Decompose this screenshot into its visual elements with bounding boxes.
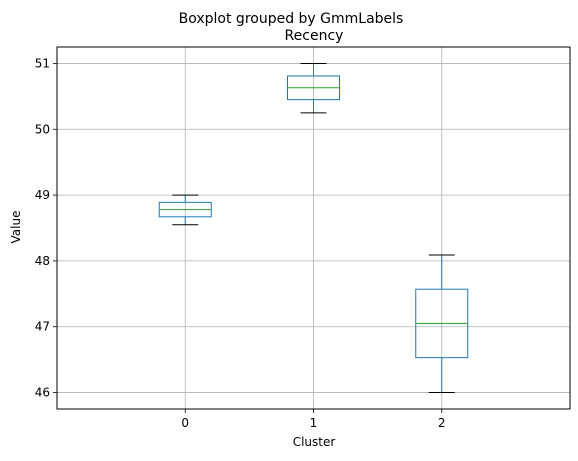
y-axis-label: Value [9,211,23,244]
x-axis-label: Cluster [293,435,336,449]
y-tick-label: 48 [35,254,50,268]
x-tick-label: 0 [181,416,189,430]
boxes-group [158,62,469,394]
y-tick-label: 50 [35,122,50,136]
x-axis-ticks: 0 1 2 [181,409,446,430]
y-tick-label: 46 [35,386,50,400]
chart-suptitle: Boxplot grouped by GmmLabels [179,11,404,27]
y-tick-label: 47 [35,320,50,334]
x-tick-label: 1 [310,416,318,430]
y-tick-label: 49 [35,188,50,202]
y-tick-label: 51 [35,56,50,70]
x-tick-label: 2 [438,416,446,430]
chart-title: Recency [285,28,344,44]
y-axis-ticks: 46 47 48 49 50 51 [35,56,57,400]
